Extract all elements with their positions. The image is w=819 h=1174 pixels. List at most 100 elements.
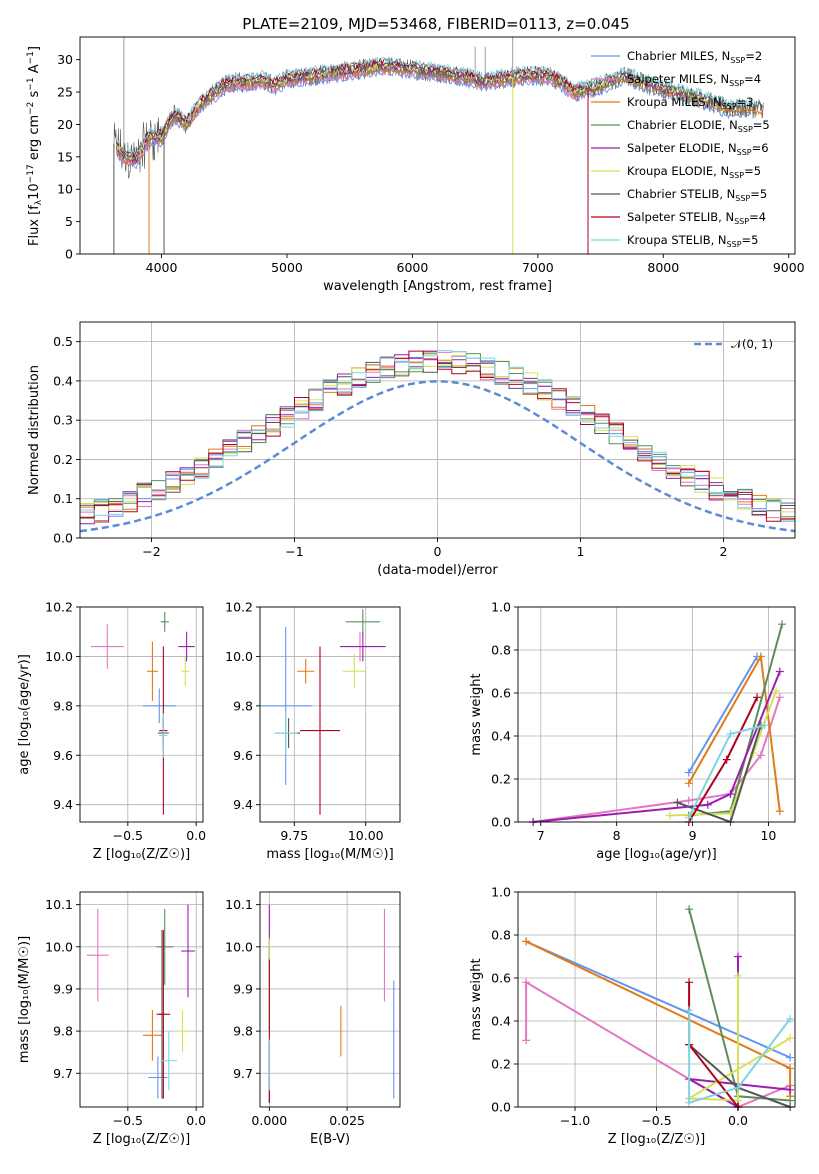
x-axis-label: mass [log₁₀(M/M☉)] (266, 847, 393, 862)
y-tick-label: 9.4 (233, 797, 253, 812)
x-tick-label: 0 (434, 544, 442, 559)
y-axis-label-part: λ (34, 199, 44, 205)
legend-nssp-prefix: , N (721, 141, 737, 155)
weight-point-marker (778, 620, 787, 629)
x-tick-label: 5000 (271, 260, 303, 275)
y-tick-label: 1.0 (491, 600, 511, 615)
y-tick-label: 20 (57, 117, 73, 132)
legend-nssp-sub: SSP (735, 194, 750, 203)
x-tick-label: 7000 (522, 260, 554, 275)
legend-nssp-eq: = (753, 118, 763, 132)
axes-frame (79, 606, 204, 823)
y-axis-label-part: −17 (26, 164, 36, 183)
weight-point-marker (775, 693, 784, 702)
y-axis-label-part: Flux [f (27, 205, 42, 246)
y-tick-label: 0.5 (53, 334, 73, 349)
x-tick-label: 6000 (397, 260, 429, 275)
legend-nssp-sub: SSP (734, 217, 749, 226)
y-tick-label: 10.2 (45, 600, 73, 615)
weight-point-marker (726, 729, 735, 738)
histogram-series-step (80, 350, 795, 527)
weight-point-marker (722, 755, 731, 764)
y-axis-label: age [log₁₀(age/yr)] (17, 654, 32, 775)
y-axis-label-part: 10 (27, 183, 42, 200)
x-axis-label: Z [log₁₀(Z/Z☉)] (93, 1132, 190, 1147)
weight_vs_Z-panel: −1.0 −0.5 0.0 0.0 0.2 0.4 0.6 0.8 1.0 Z [log₁₀(Z/… (469, 885, 796, 1147)
weight-point-marker (786, 1014, 795, 1023)
y-axis-label: mass [log₁₀(M/M☉)] (17, 936, 32, 1063)
model-spectrum-line (116, 60, 764, 162)
y-tick-label: 0.6 (491, 686, 511, 701)
axes-frame (79, 891, 204, 1108)
weight-point-marker (684, 813, 693, 822)
weight-point-marker (684, 779, 693, 788)
legend-nssp-sub: SSP (729, 171, 744, 180)
legend-entry: Chabrier ELODIE, NSSP=5 (627, 118, 770, 134)
y-tick-label: 10.0 (45, 939, 73, 954)
legend-series-name: Kroupa STELIB (627, 233, 711, 247)
weight-point-marker (753, 693, 762, 702)
legend-series-name: Chabrier MILES (627, 49, 714, 63)
x-tick-label: 10.00 (348, 828, 384, 843)
y-tick-label: 10.1 (225, 897, 253, 912)
legend-nssp-value: 5 (762, 118, 769, 132)
legend-nssp-prefix: , N (722, 118, 738, 132)
weight-series-line (533, 671, 781, 823)
y-tick-label: 0 (65, 247, 73, 262)
x-tick-label: 0.0 (186, 828, 206, 843)
residuals-legend: 𝒩(0, 1) (694, 337, 773, 351)
legend-nssp-value: 6 (761, 141, 768, 155)
legend-nssp-prefix: , N (711, 233, 727, 247)
x-tick-label: −0.5 (641, 1113, 671, 1128)
x-axis-label: age [log₁₀(age/yr)] (596, 847, 717, 862)
x-axis-label: wavelength [Angstrom, rest frame] (323, 279, 552, 294)
y-axis-label-part: −2 (26, 102, 36, 115)
legend-nssp-eq: = (745, 49, 755, 63)
y-tick-label: 10.1 (45, 897, 73, 912)
axes-frame (259, 606, 401, 823)
weight-series-line (525, 980, 791, 1109)
legend-nssp-eq: = (750, 187, 760, 201)
histogram-series-step (80, 350, 795, 521)
legend-entry: Salpeter STELIB, NSSP=4 (627, 210, 766, 226)
legend-nssp-eq: = (752, 141, 762, 155)
legend-entry: Chabrier STELIB, NSSP=5 (627, 187, 767, 203)
y-tick-label: 9.8 (53, 1024, 73, 1039)
y-tick-label: 0.4 (491, 1014, 511, 1029)
y-axis-label-part: s (27, 90, 42, 101)
weight-point-marker (733, 971, 742, 980)
y-axis-label: mass weight (469, 958, 484, 1040)
x-tick-label: 9000 (773, 260, 805, 275)
y-tick-label: 0.6 (491, 971, 511, 986)
y-tick-label: 0.0 (53, 531, 73, 546)
weight-point-marker (733, 952, 742, 961)
weight-series-line (688, 1010, 791, 1105)
weight-point-marker (756, 751, 765, 760)
residuals-plot-area (80, 350, 795, 533)
legend-nssp-eq: = (744, 72, 754, 86)
y-tick-label: 0.8 (491, 928, 511, 943)
y-tick-label: 9.8 (233, 1024, 253, 1039)
weight-series-line (533, 696, 781, 823)
legend-entry: Salpeter MILES, NSSP=4 (627, 72, 761, 88)
x-tick-label: 0.000 (251, 1113, 287, 1128)
legend-entry: Kroupa ELODIE, NSSP=5 (627, 164, 761, 180)
y-tick-label: 9.6 (53, 748, 73, 763)
legend-nssp-eq: = (742, 233, 752, 247)
legend-nssp-prefix: , N (706, 95, 722, 109)
weight-point-marker (786, 1085, 795, 1094)
legend-nssp-value: 5 (760, 187, 767, 201)
y-tick-label: 9.9 (233, 981, 253, 996)
legend-series-name: Chabrier ELODIE (627, 118, 722, 132)
x-tick-label: 1 (577, 544, 585, 559)
weight-point-marker (786, 1064, 795, 1073)
weight-point-marker (522, 978, 531, 987)
weight-point-marker (786, 1053, 795, 1062)
weight-point-marker (685, 978, 694, 987)
weight-series-line (685, 975, 791, 1102)
residuals-panel: −2 −1 0 1 2 0.0 0.1 0.2 0.3 0.4 0.5 (data-model)/er… (27, 321, 796, 578)
weight-point-marker (760, 721, 769, 730)
x-tick-label: −1.0 (560, 1113, 590, 1128)
